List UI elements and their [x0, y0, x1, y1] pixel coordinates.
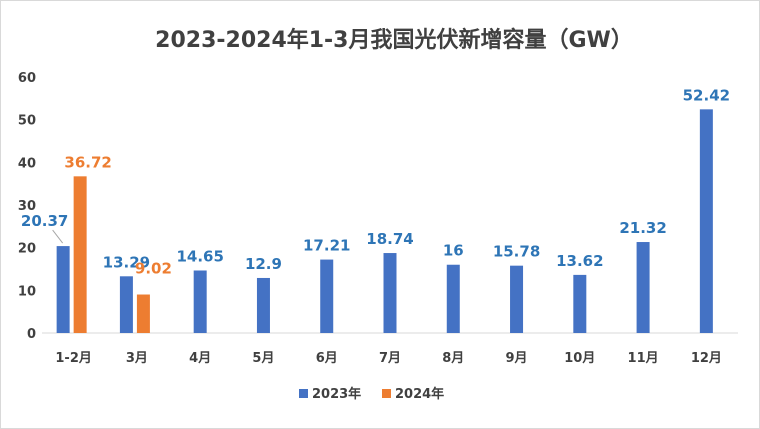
- bar-2024: [73, 176, 87, 333]
- x-tick-label: 6月: [316, 351, 338, 366]
- bar-2023: [446, 264, 460, 333]
- bar-2023: [193, 270, 207, 333]
- data-label-leader-line: [52, 229, 64, 244]
- bar-2023: [573, 274, 587, 333]
- x-tick-label: 10月: [564, 351, 595, 366]
- bar-2023: [320, 259, 334, 333]
- y-tick-label: 20: [18, 242, 36, 257]
- legend-label: 2023年: [312, 386, 361, 402]
- data-label-2023: 12.9: [245, 255, 282, 273]
- bar-2023: [256, 277, 270, 333]
- data-label-2023: 15.78: [493, 243, 540, 261]
- x-tick-label: 12月: [691, 351, 722, 366]
- bar-2023: [119, 276, 133, 333]
- bar-2023: [699, 109, 713, 333]
- legend-swatch: [382, 389, 391, 398]
- bar-2024: [136, 294, 150, 333]
- data-label-2023: 13.62: [556, 252, 603, 270]
- chart-title: 2023-2024年1-3月我国光伏新增容量（GW）: [155, 27, 633, 53]
- x-tick-label: 5月: [252, 351, 274, 366]
- y-tick-label: 30: [18, 199, 36, 214]
- x-tick-label: 4月: [189, 351, 211, 366]
- plot-area: 0 10 20 30 40 50 60 1-2月 3月 4月 5月 6月 7月 8月 9月 10月 11月 12月…: [18, 71, 738, 366]
- data-label-2023: 20.37: [21, 212, 68, 230]
- bar-2023: [383, 253, 397, 333]
- legend: 2023年 2024年: [299, 386, 444, 402]
- data-label-2023: 17.21: [303, 237, 350, 255]
- data-label-2023: 16: [443, 242, 464, 260]
- x-tick-label: 1-2月: [55, 351, 92, 366]
- bar-2023: [510, 265, 524, 333]
- y-tick-label: 60: [18, 71, 36, 86]
- data-label-2023: 13.29: [103, 253, 150, 271]
- bar-2023: [636, 242, 650, 333]
- y-tick-label: 0: [27, 327, 36, 342]
- bar-2023: [56, 246, 70, 333]
- y-tick-label: 40: [18, 156, 36, 171]
- data-label-2023: 21.32: [619, 219, 666, 237]
- data-label-2024: 36.72: [64, 153, 111, 171]
- x-tick-label: 11月: [628, 351, 659, 366]
- data-label-2023: 18.74: [366, 230, 413, 248]
- x-tick-label: 3月: [126, 351, 148, 366]
- x-tick-label: 9月: [506, 351, 528, 366]
- x-tick-label: 7月: [379, 351, 401, 366]
- data-label-2023: 52.42: [683, 86, 730, 104]
- x-tick-label: 8月: [442, 351, 464, 366]
- legend-label: 2024年: [395, 386, 444, 402]
- y-tick-label: 10: [18, 284, 36, 299]
- data-label-2023: 14.65: [176, 247, 223, 265]
- y-tick-label: 50: [18, 114, 36, 129]
- legend-swatch: [299, 389, 308, 398]
- data-label-2024: 9.02: [135, 260, 172, 278]
